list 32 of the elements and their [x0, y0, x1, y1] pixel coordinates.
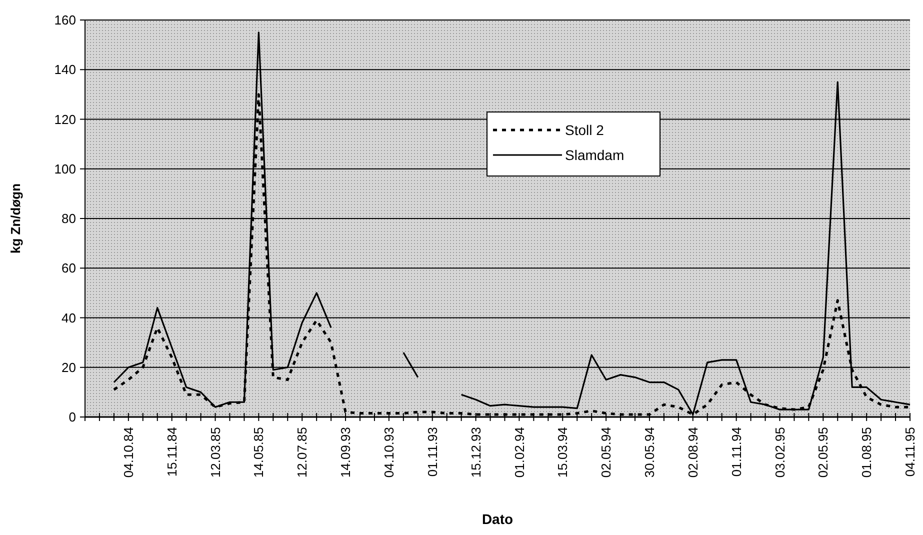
- legend-label: Slamdam: [565, 146, 624, 163]
- x-tick-label: 01.02.94: [512, 427, 527, 478]
- x-axis-title: Dato: [482, 511, 514, 527]
- y-tick-label: 40: [62, 310, 76, 326]
- x-tick-label: 14.09.93: [338, 427, 354, 478]
- x-tick-label: 04.11.95: [902, 427, 918, 477]
- y-tick-label: 100: [54, 161, 76, 176]
- x-tick-label: 14.05.85: [251, 427, 266, 478]
- y-tick-label: 140: [54, 62, 76, 78]
- y-tick-label: 80: [62, 211, 76, 226]
- x-tick-label: 04.10.84: [120, 427, 136, 478]
- y-tick-label: 160: [54, 12, 76, 28]
- x-tick-label: 02.08.94: [685, 427, 700, 478]
- x-tick-label: 30.05.94: [642, 427, 658, 478]
- x-tick-label: 02.05.95: [816, 427, 831, 478]
- x-tick-label: 01.08.95: [859, 427, 874, 478]
- x-tick-label: 04.10.93: [381, 427, 396, 478]
- x-tick-label: 15.03.94: [555, 427, 570, 478]
- x-tick-label: 03.02.95: [772, 427, 788, 478]
- x-tick-label: 01.11.93: [424, 427, 440, 477]
- y-tick-label: 60: [62, 260, 76, 276]
- x-tick-label: 12.07.85: [294, 427, 310, 478]
- legend-label: Stoll 2: [565, 122, 604, 138]
- y-axis-title: kg Zn/døgn: [8, 183, 23, 254]
- x-tick-label: 12.03.85: [208, 427, 223, 478]
- x-tick-label: 02.05.94: [598, 427, 614, 478]
- x-tick-label: 15.11.84: [164, 427, 180, 477]
- y-tick-label: 120: [54, 112, 76, 127]
- x-tick-label: 01.11.94: [728, 427, 744, 477]
- x-tick-label: 15.12.93: [468, 427, 484, 478]
- y-tick-label: 20: [62, 360, 76, 375]
- y-tick-label: 0: [68, 410, 76, 425]
